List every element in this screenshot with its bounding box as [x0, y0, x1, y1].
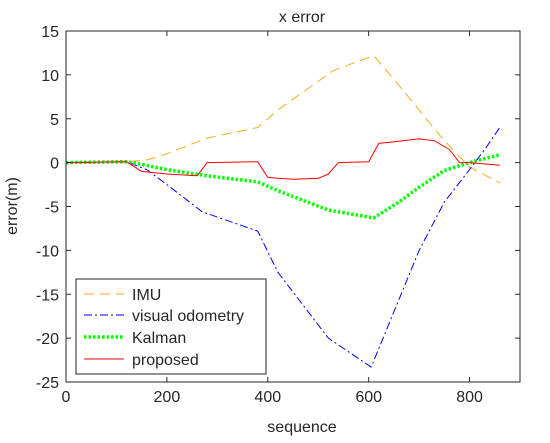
y-tick-label: 15 [41, 24, 59, 41]
series-line-proposed [65, 138, 500, 180]
series-line-visual-odometry [65, 127, 501, 368]
legend-entry-imu: IMU [84, 287, 161, 304]
legend-entry-proposed: proposed [84, 352, 199, 369]
chart-title: x error [279, 9, 326, 26]
y-tick-label: -5 [45, 200, 59, 217]
x-tick-label: 800 [456, 389, 483, 406]
legend-label-imu: IMU [132, 287, 161, 304]
y-tick-label: -20 [36, 331, 59, 348]
x-axis-label: sequence [267, 419, 336, 436]
y-tick-label: -10 [36, 243, 59, 260]
x-tick-label: 600 [355, 389, 382, 406]
legend-label-kalman: Kalman [132, 330, 186, 347]
x-tick-label: 400 [254, 389, 281, 406]
plot-lines [65, 55, 501, 368]
legend: IMU visual odometry Kalman proposed [75, 278, 267, 375]
y-tick-label: 10 [41, 68, 59, 85]
y-axis-ticks: 15 10 5 0 -5 -10 -15 -20 -25 [36, 24, 520, 392]
y-axis-label: error(m) [4, 177, 21, 235]
y-tick-label: -15 [36, 287, 59, 304]
legend-entry-kalman: Kalman [84, 330, 186, 347]
y-tick-label: 0 [50, 156, 59, 173]
x-tick-label: 0 [62, 389, 71, 406]
legend-label-visual-odometry: visual odometry [132, 308, 244, 325]
series-line-imu [65, 55, 501, 184]
y-tick-label: -25 [36, 375, 59, 392]
x-tick-label: 200 [154, 389, 181, 406]
legend-entry-visual-odometry: visual odometry [84, 308, 244, 325]
x-axis-ticks: 0 200 400 600 800 [62, 31, 483, 406]
y-tick-label: 5 [50, 112, 59, 129]
legend-label-proposed: proposed [132, 352, 199, 369]
legend-box [75, 278, 267, 375]
